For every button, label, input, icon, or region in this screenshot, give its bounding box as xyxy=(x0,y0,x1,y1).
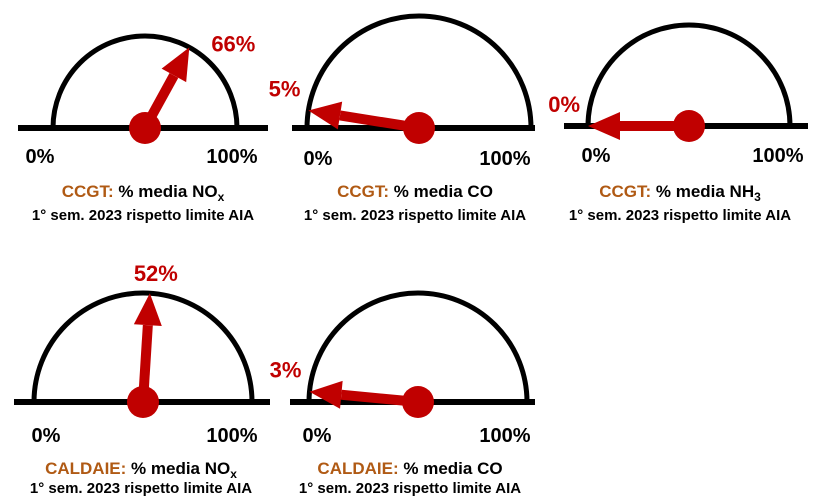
gauge-period-label: 1° sem. 2023 rispetto limite AIA xyxy=(304,207,526,224)
gauge-5: 3% 0% 100% CALDAIE: % media CO 1° sem. 2023 … xyxy=(270,290,535,497)
gauge-metric-subscript: 3 xyxy=(754,190,761,204)
gauge-min-label: 0% xyxy=(582,145,611,167)
gauge-metric-subscript: x xyxy=(218,190,225,204)
gauge-max-label: 100% xyxy=(206,425,257,447)
gauge-needle-head xyxy=(161,47,190,83)
gauge-metric-subscript: x xyxy=(230,467,237,481)
gauge-2: 5% 0% 100% CCGT: % media CO 1° sem. 2023 ris… xyxy=(269,13,535,224)
gauge-needle-head xyxy=(133,293,162,327)
gauge-min-label: 0% xyxy=(26,146,55,168)
gauge-caption: CALDAIE: % media CO xyxy=(317,459,502,478)
gauge-dial-arc xyxy=(50,33,240,129)
gauge-max-label: 100% xyxy=(479,148,530,170)
gauge-dial-arc xyxy=(304,13,534,129)
gauge-dial-arc xyxy=(306,290,530,403)
gauge-source-label: CALDAIE: xyxy=(45,459,131,478)
gauge-dial-arc xyxy=(585,22,793,127)
gauge-value-label: 3% xyxy=(270,358,302,383)
gauge-min-label: 0% xyxy=(303,425,332,447)
gauge-hub xyxy=(129,112,161,144)
gauge-1: 66% 0% 100% CCGT: % media NOx 1° sem. 2023 r… xyxy=(18,31,268,224)
gauge-value-label: 52% xyxy=(134,261,178,286)
gauge-value-label: 66% xyxy=(211,31,255,56)
gauge-metric-label: % media CO xyxy=(394,182,493,201)
gauge-value-label: 0% xyxy=(548,92,580,117)
gauge-metric-label: % media NO xyxy=(131,459,230,478)
gauge-metric-label: % media NO xyxy=(118,182,217,201)
gauge-period-label: 1° sem. 2023 rispetto limite AIA xyxy=(32,207,254,224)
gauge-period-label: 1° sem. 2023 rispetto limite AIA xyxy=(299,480,521,497)
gauge-caption: CCGT: % media CO xyxy=(337,182,493,201)
gauge-max-label: 100% xyxy=(479,425,530,447)
gauge-needle-head xyxy=(309,380,343,409)
gauge-max-label: 100% xyxy=(752,145,803,167)
gauge-hub xyxy=(673,110,705,142)
gauge-hub xyxy=(127,386,159,418)
gauge-max-label: 100% xyxy=(206,146,257,168)
gauge-needle-head xyxy=(588,112,620,140)
gauge-source-label: CCGT: xyxy=(337,182,394,201)
gauge-period-label: 1° sem. 2023 rispetto limite AIA xyxy=(30,480,252,497)
gauge-hub xyxy=(402,386,434,418)
gauge-source-label: CCGT: xyxy=(599,182,656,201)
gauge-metric-label: % media CO xyxy=(403,459,502,478)
gauge-min-label: 0% xyxy=(32,425,61,447)
gauge-source-label: CALDAIE: xyxy=(317,459,403,478)
gauge-period-label: 1° sem. 2023 rispetto limite AIA xyxy=(569,207,791,224)
gauge-min-label: 0% xyxy=(304,148,333,170)
gauge-3: 0% 0% 100% CCGT: % media NH3 1° sem. 2023 ri… xyxy=(548,22,808,224)
gauge-hub xyxy=(403,112,435,144)
gauge-dial-arc xyxy=(31,290,255,403)
gauge-caption: CALDAIE: % media NOx xyxy=(45,459,237,481)
gauge-metric-label: % media NH xyxy=(656,182,754,201)
gauge-caption: CCGT: % media NH3 xyxy=(599,182,761,204)
gauge-needle-head xyxy=(308,101,343,130)
gauge-source-label: CCGT: xyxy=(62,182,119,201)
gauge-value-label: 5% xyxy=(269,76,301,101)
gauge-caption: CCGT: % media NOx xyxy=(62,182,225,204)
